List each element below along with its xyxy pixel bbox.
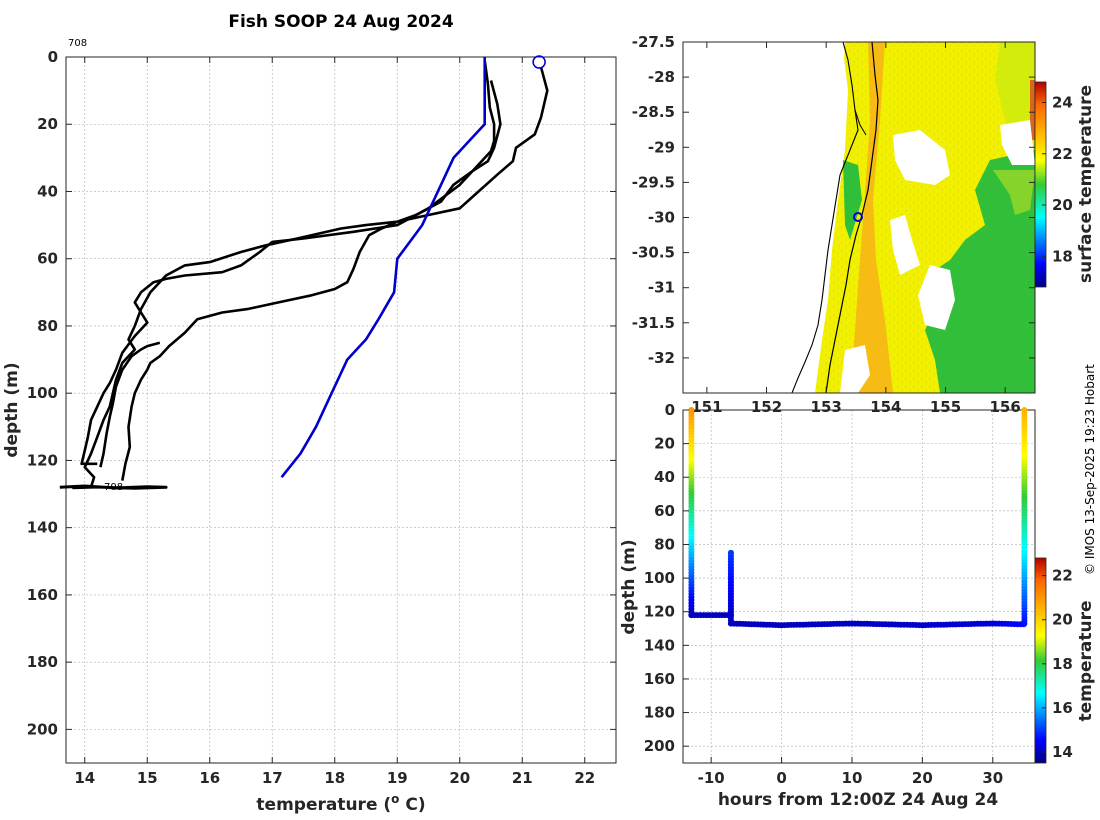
depth-time-x-tick-label: 20 — [912, 769, 933, 787]
profile-x-tick-label: 15 — [137, 769, 158, 787]
temperature-colorbar — [1034, 557, 1047, 764]
depth-time-y-tick-label: 20 — [654, 435, 675, 453]
surface-map: -27.5 -28 -28.5 -29 -29.5 -30 -30.5 -31 -31.5 -32… — [632, 33, 1096, 416]
series-climatology — [280, 57, 486, 479]
profile-x-tick-label: 16 — [199, 769, 220, 787]
series-profile-1 — [80, 60, 496, 466]
temperature-colorbar-tick-label: 20 — [1052, 611, 1073, 629]
map-lat-tick-label: -31.5 — [632, 314, 675, 332]
map-lon-tick-label: 154 — [870, 398, 901, 416]
credit-text: © IMOS 13-Sep-2025 19:23 Hobart — [1083, 364, 1097, 575]
station-marker — [853, 212, 863, 222]
depth-time-x-tick-label: 0 — [776, 769, 786, 787]
profile-x-tick-label: 18 — [324, 769, 345, 787]
profile-x-tick-label: 14 — [74, 769, 95, 787]
series-bottom-scatter — [59, 484, 168, 490]
map-lat-tick-label: -28 — [648, 68, 675, 86]
depth-time-x-tick-label: 30 — [982, 769, 1003, 787]
profile-position-marker — [532, 55, 546, 69]
map-lon-tick-label: 151 — [691, 398, 722, 416]
profile-x-tick-label: 20 — [449, 769, 470, 787]
depth-time-plot: -10 0 10 20 30 0 20 40 60 80 100 120 140 160 180 200 h… — [619, 401, 1096, 810]
profile-x-tick-label: 19 — [387, 769, 408, 787]
profile-y-tick-label: 200 — [27, 720, 58, 738]
profile-y-tick-label: 0 — [48, 48, 58, 66]
surface-colorbar-label: surface temperature — [1076, 85, 1096, 283]
depth-time-x-tick-label: -10 — [698, 769, 725, 787]
surface-colorbar — [1034, 81, 1047, 288]
map-lon-tick-label: 156 — [990, 398, 1021, 416]
profile-annotation: 708 — [104, 482, 123, 493]
series-profile-1-tail — [99, 341, 161, 468]
depth-time-y-tick-label: 200 — [644, 737, 675, 755]
surface-colorbar-tick-label: 24 — [1052, 94, 1073, 112]
series-profile-3 — [121, 80, 502, 481]
temperature-colorbar-tick-label: 18 — [1052, 655, 1073, 673]
depth-time-y-tick-label: 120 — [644, 603, 675, 621]
profile-xlabel: temperature (o C) — [256, 792, 425, 815]
profile-ylabel: depth (m) — [2, 362, 22, 457]
depth-time-y-tick-label: 100 — [644, 569, 675, 587]
profile-y-tick-label: 180 — [27, 653, 58, 671]
temperature-colorbar-label: temperature — [1076, 600, 1096, 721]
track-point — [1021, 407, 1028, 413]
profile-y-tick-label: 140 — [27, 519, 58, 537]
profile-plot-frame — [65, 56, 617, 764]
map-lat-tick-label: -30 — [648, 209, 675, 227]
map-lat-tick-label: -31 — [648, 279, 675, 297]
profile-y-tick-label: 60 — [37, 250, 58, 268]
map-lat-tick-label: -30.5 — [632, 244, 675, 262]
temperature-colorbar-tick-label: 14 — [1052, 743, 1073, 761]
profile-y-tick-label: 100 — [27, 384, 58, 402]
depth-time-y-tick-label: 160 — [644, 670, 675, 688]
temperature-colorbar-tick-label: 16 — [1052, 699, 1073, 717]
map-lon-tick-label: 152 — [751, 398, 782, 416]
map-lat-tick-label: -32 — [648, 349, 675, 367]
depth-time-y-tick-label: 40 — [654, 468, 675, 486]
profile-y-tick-label: 160 — [27, 586, 58, 604]
depth-time-ylabel: depth (m) — [619, 539, 639, 634]
map-lat-tick-label: -29.5 — [632, 173, 675, 191]
map-lat-tick-label: -29 — [648, 138, 675, 156]
depth-time-y-tick-label: 0 — [665, 401, 675, 419]
surface-colorbar-tick-label: 20 — [1052, 196, 1073, 214]
profile-plot: 14 15 16 17 18 19 20 21 22 0 20 40 60 80 100 120 140 160… — [2, 38, 617, 815]
profile-y-tick-label: 20 — [37, 115, 58, 133]
map-lon-tick-label: 155 — [930, 398, 961, 416]
map-lat-tick-label: -27.5 — [632, 33, 675, 51]
profile-x-tick-label: 17 — [262, 769, 283, 787]
depth-time-y-tick-label: 180 — [644, 704, 675, 722]
profile-x-tick-label: 21 — [512, 769, 533, 787]
surface-colorbar-tick-label: 22 — [1052, 145, 1073, 163]
figure-title: Fish SOOP 24 Aug 2024 — [228, 12, 454, 32]
map-lat-tick-label: -28.5 — [632, 103, 675, 121]
surface-colorbar-tick-label: 18 — [1052, 247, 1073, 265]
profile-y-tick-label: 80 — [37, 317, 58, 335]
depth-time-y-tick-label: 60 — [654, 502, 675, 520]
depth-time-x-tick-label: 10 — [842, 769, 863, 787]
profile-y-tick-label: 120 — [27, 451, 58, 469]
depth-time-xlabel: hours from 12:00Z 24 Aug 24 — [718, 790, 999, 810]
profile-x-tick-label: 22 — [574, 769, 595, 787]
profile-y-tick-label: 40 — [37, 182, 58, 200]
series-profile-2 — [83, 66, 549, 488]
map-lon-tick-label: 153 — [811, 398, 842, 416]
depth-time-y-tick-label: 140 — [644, 636, 675, 654]
depth-time-y-tick-label: 80 — [654, 535, 675, 553]
temperature-colorbar-tick-label: 22 — [1052, 567, 1073, 585]
station-id-label: 708 — [68, 38, 87, 49]
depth-time-frame — [682, 409, 1036, 764]
